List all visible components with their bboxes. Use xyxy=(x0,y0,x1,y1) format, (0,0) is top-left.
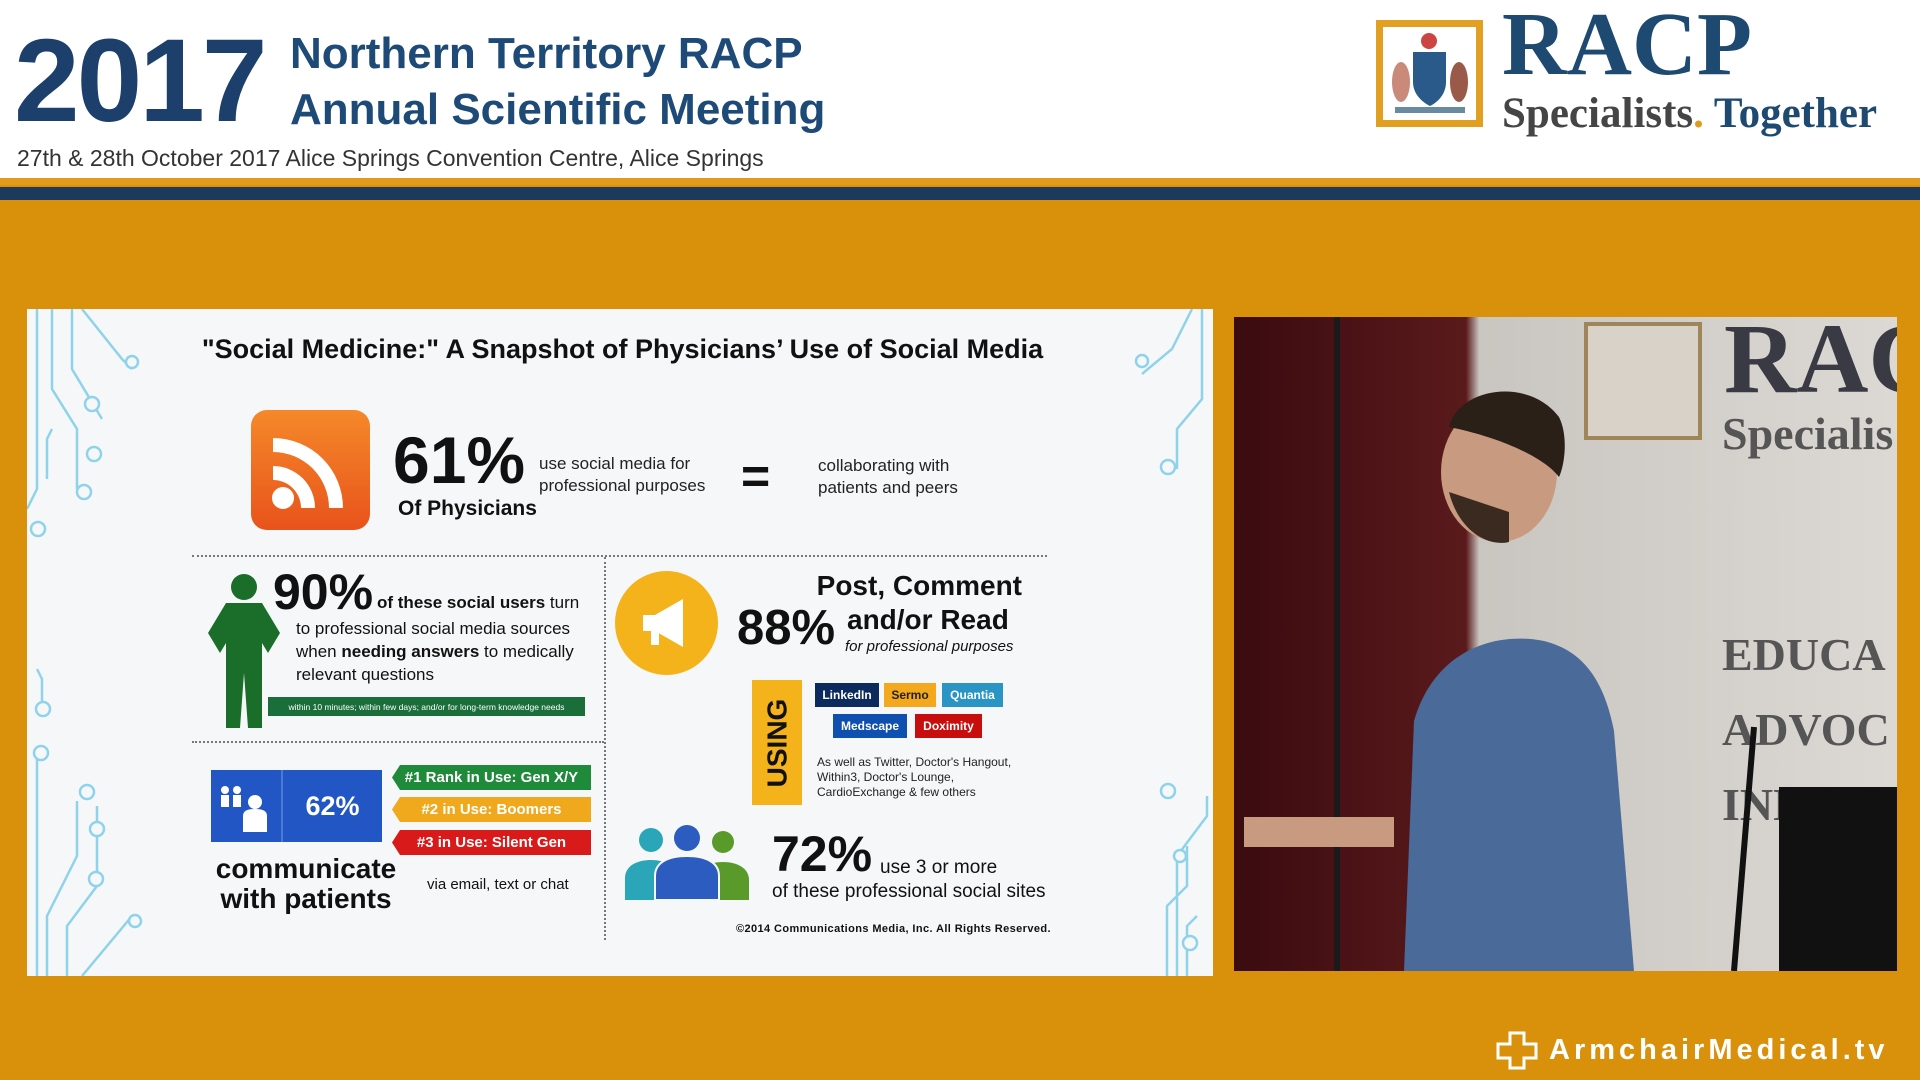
stat-88-line1: Post, Comment xyxy=(816,570,1022,601)
wall-crest xyxy=(1584,322,1702,440)
equals-sign: = xyxy=(741,448,771,504)
doctor-icon xyxy=(208,574,280,728)
rank-label: #3 in Use: Silent Gen xyxy=(392,830,591,855)
using-label-box: USING xyxy=(752,680,802,805)
stat-61-text2: professional purposes xyxy=(539,476,706,495)
header-divider-blue xyxy=(0,187,1920,200)
medical-cross-icon xyxy=(1496,1031,1538,1070)
stat-61-right1: collaborating with xyxy=(818,456,950,475)
slide-title: "Social Medicine:" A Snapshot of Physici… xyxy=(201,334,1044,364)
stat-62-label2: with patients xyxy=(220,883,392,914)
conference-title-line2: Annual Scientific Meeting xyxy=(290,85,826,134)
conference-dateline: 27th & 28th October 2017 Alice Springs C… xyxy=(17,145,764,171)
racp-logo-text: RACP xyxy=(1502,0,1752,94)
circuit-decoration xyxy=(27,309,1209,976)
megaphone-icon xyxy=(615,571,718,675)
divider-vertical xyxy=(604,557,606,940)
stat-90-line2: to professional social media sources xyxy=(296,619,571,638)
stat-62-value: 62% xyxy=(305,790,360,821)
divider-horizontal-1 xyxy=(192,555,1047,557)
stat-90-value: 90% xyxy=(273,564,374,620)
patient-doctor-icon xyxy=(221,786,267,832)
stat-62-label1: communicate xyxy=(215,853,397,884)
stat-90-line4: relevant questions xyxy=(296,665,434,684)
conference-header: 2017 Northern Territory RACP Annual Scie… xyxy=(0,0,1920,180)
racp-tagline: Specialists. Together xyxy=(1502,92,1877,135)
stat-90-line3: when needing answers to medically xyxy=(296,642,574,662)
needing-answers: needing answers xyxy=(341,642,480,661)
wall-text-1: EDUCA xyxy=(1722,629,1886,680)
stat-90-note: within 10 minutes; within few days; and/… xyxy=(268,697,585,716)
stat-62-via: via email, text or chat xyxy=(427,876,569,893)
t: when xyxy=(296,642,342,661)
stat-72-text2: of these professional social sites xyxy=(772,881,1046,902)
conference-year: 2017 xyxy=(14,15,268,147)
stat-88-value: 88% xyxy=(737,601,836,655)
using-label: USING xyxy=(761,698,792,787)
site-badge-linkedin: LinkedIn xyxy=(815,683,879,707)
site-badge-sermo: Sermo xyxy=(884,683,936,707)
speaker-video-feed: RAC Specialis EDUCA ADVOC INNO xyxy=(1234,317,1897,971)
rank-label: #2 in Use: Boomers xyxy=(392,797,591,822)
doctors-group-icon xyxy=(625,825,749,900)
coat-of-arms-icon xyxy=(1376,20,1483,127)
tagline-specialists: Specialists xyxy=(1502,90,1694,137)
conference-title-line1: Northern Territory RACP xyxy=(290,29,803,78)
stat-88-sub: for professional purposes xyxy=(845,638,1014,655)
stat-61-right2: patients and peers xyxy=(818,478,958,497)
site-badge-medscape: Medscape xyxy=(833,714,907,738)
stat-61-subject: Of Physicians xyxy=(398,497,537,520)
other-sites-line2: Within3, Doctor's Lounge, xyxy=(817,770,955,784)
tagline-together: Together xyxy=(1703,90,1878,137)
armchair-medical-brand: ArmchairMedical.tv xyxy=(1549,1033,1889,1066)
stat-88-line2: and/or Read xyxy=(847,604,1009,635)
armchair-medical-logo: ArmchairMedical.tv xyxy=(1495,1030,1889,1070)
t: to medically xyxy=(479,642,574,661)
site-badge-doximity: Doximity xyxy=(915,714,982,738)
wall-text-specialists: Specialis xyxy=(1722,408,1894,459)
rss-icon xyxy=(251,410,370,530)
stat-72-value: 72% xyxy=(772,826,873,882)
copyright-notice: ©2014 Communications Media, Inc. All Rig… xyxy=(736,923,1051,935)
speaker-figure xyxy=(1244,391,1897,971)
stat-61-text1: use social media for xyxy=(539,454,691,473)
tagline-dot: . xyxy=(1693,90,1704,137)
rank-label: #1 Rank in Use: Gen X/Y xyxy=(392,765,591,790)
stat-90-line1: of these social users turn xyxy=(377,593,579,613)
stat-90-bold: of these social users xyxy=(377,593,546,612)
other-sites-line3: CardioExchange & few others xyxy=(817,785,976,799)
header-divider-orange xyxy=(0,178,1920,185)
divider-horizontal-2 xyxy=(192,741,604,743)
other-sites-line1: As well as Twitter, Doctor's Hangout, xyxy=(817,755,1012,769)
stat-90-rest: turn xyxy=(545,593,580,612)
stat-62-box: 62% xyxy=(211,770,382,842)
site-badge-quantia: Quantia xyxy=(942,683,1003,707)
wall-text-racp: RAC xyxy=(1724,317,1897,414)
stat-72-text1: use 3 or more xyxy=(880,857,998,878)
mic-stand xyxy=(1334,317,1340,971)
presentation-slide: "Social Medicine:" A Snapshot of Physici… xyxy=(27,309,1213,976)
stat-61-value: 61% xyxy=(393,423,526,497)
